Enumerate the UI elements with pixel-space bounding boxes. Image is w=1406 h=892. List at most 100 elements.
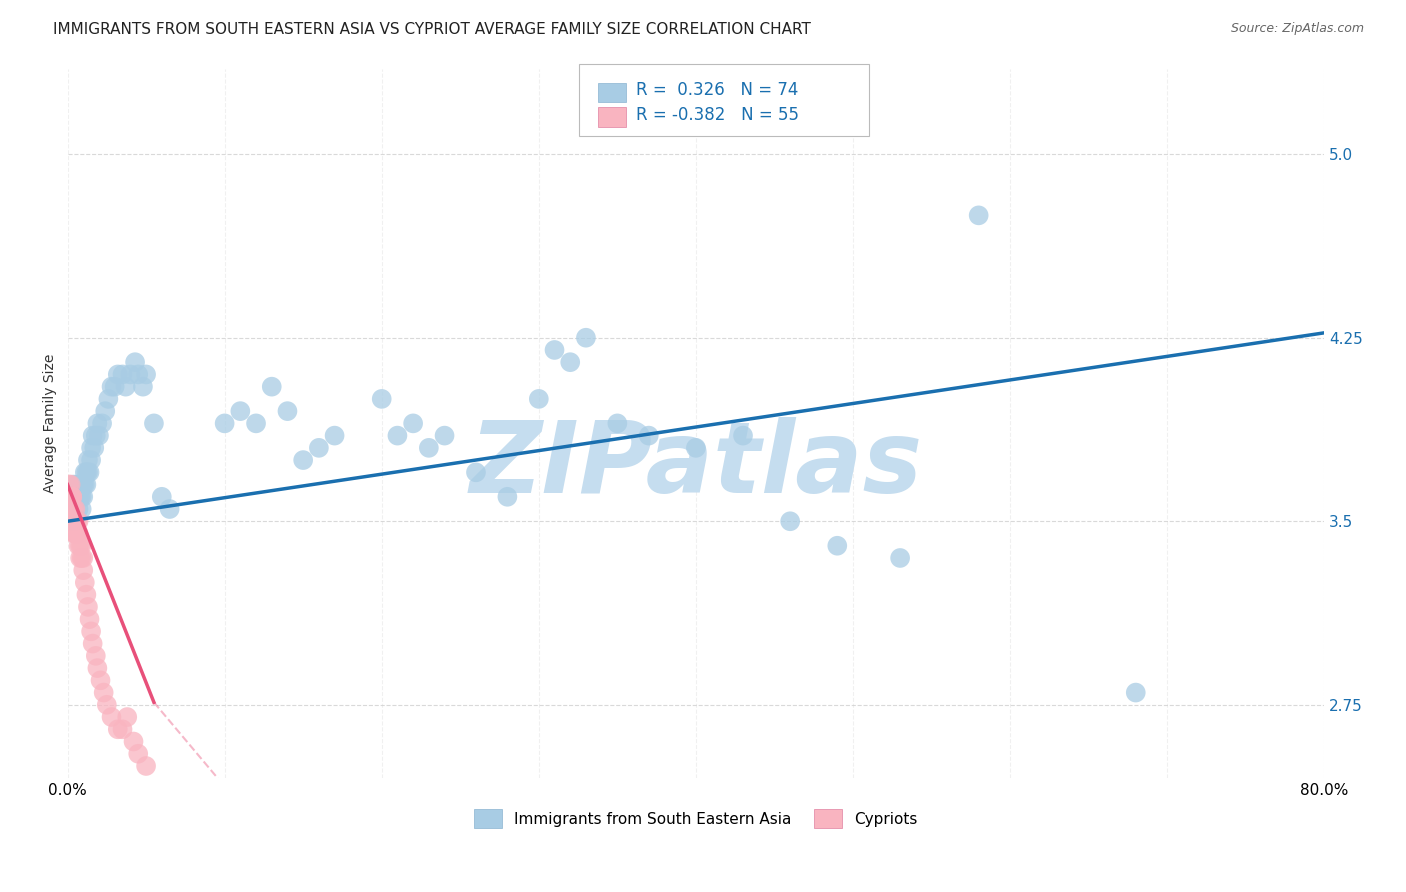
Point: [433, 428, 456, 442]
Point: [58, 477, 80, 491]
Text: R = -0.382   N = 55: R = -0.382 N = 55: [636, 106, 799, 124]
Point: [75, 477, 97, 491]
Point: [79, 466, 101, 480]
Point: [104, 379, 127, 393]
Point: [58, 502, 80, 516]
Point: [66, 526, 89, 541]
Point: [69, 551, 91, 566]
Point: [1125, 685, 1147, 699]
Point: [60, 502, 83, 516]
Point: [889, 551, 911, 566]
Point: [260, 379, 283, 393]
Point: [87, 428, 110, 442]
Point: [370, 392, 392, 406]
Point: [63, 526, 86, 541]
Point: [67, 514, 90, 528]
Point: [58, 490, 80, 504]
Point: [72, 551, 94, 566]
Legend: Immigrants from South Eastern Asia, Cypriots: Immigrants from South Eastern Asia, Cypr…: [468, 803, 924, 834]
Point: [75, 466, 97, 480]
Point: [83, 441, 105, 455]
Point: [69, 477, 91, 491]
Point: [111, 723, 134, 737]
Point: [67, 526, 90, 541]
Point: [86, 661, 108, 675]
Point: [132, 379, 155, 393]
Point: [63, 514, 86, 528]
Point: [779, 514, 801, 528]
Point: [527, 392, 550, 406]
Point: [77, 599, 100, 614]
Point: [72, 490, 94, 504]
Point: [59, 490, 82, 504]
Point: [111, 368, 134, 382]
Point: [86, 417, 108, 431]
Text: IMMIGRANTS FROM SOUTH EASTERN ASIA VS CYPRIOT AVERAGE FAMILY SIZE CORRELATION CH: IMMIGRANTS FROM SOUTH EASTERN ASIA VS CY…: [53, 22, 811, 37]
Point: [77, 453, 100, 467]
Point: [402, 417, 425, 431]
Point: [229, 404, 252, 418]
Point: [58, 490, 80, 504]
Point: [114, 379, 136, 393]
Text: ZIPatlas: ZIPatlas: [470, 417, 922, 515]
Point: [80, 441, 103, 455]
Point: [387, 428, 409, 442]
Point: [80, 453, 103, 467]
Point: [67, 490, 90, 504]
Point: [967, 208, 990, 222]
Point: [77, 466, 100, 480]
Point: [82, 428, 104, 442]
Point: [84, 648, 107, 663]
Point: [60, 514, 83, 528]
Point: [70, 490, 93, 504]
Point: [89, 673, 111, 688]
Point: [70, 551, 93, 566]
Point: [69, 490, 91, 504]
Point: [66, 526, 89, 541]
Point: [67, 502, 90, 516]
Point: [496, 490, 519, 504]
Point: [59, 514, 82, 528]
Point: [142, 417, 165, 431]
Point: [65, 490, 87, 504]
Point: [93, 685, 115, 699]
Point: [606, 417, 628, 431]
Point: [96, 698, 118, 712]
Point: [63, 514, 86, 528]
Point: [418, 441, 440, 455]
Point: [59, 490, 82, 504]
Point: [60, 502, 83, 516]
Point: [59, 502, 82, 516]
Point: [107, 723, 129, 737]
Point: [67, 539, 90, 553]
Point: [65, 526, 87, 541]
Point: [292, 453, 315, 467]
Point: [63, 502, 86, 516]
Point: [308, 441, 330, 455]
Point: [465, 466, 488, 480]
Point: [63, 477, 86, 491]
Point: [65, 526, 87, 541]
Point: [107, 368, 129, 382]
Point: [127, 368, 149, 382]
Point: [60, 490, 83, 504]
Point: [82, 637, 104, 651]
Point: [100, 379, 122, 393]
Point: [135, 759, 157, 773]
Point: [276, 404, 298, 418]
Point: [73, 477, 96, 491]
Y-axis label: Average Family Size: Average Family Size: [44, 354, 58, 493]
Point: [66, 477, 89, 491]
Point: [84, 428, 107, 442]
Point: [323, 428, 346, 442]
Point: [637, 428, 659, 442]
Point: [75, 588, 97, 602]
Point: [127, 747, 149, 761]
Point: [70, 502, 93, 516]
Point: [59, 477, 82, 491]
Point: [72, 477, 94, 491]
Point: [80, 624, 103, 639]
Point: [560, 355, 582, 369]
Point: [60, 490, 83, 504]
Point: [59, 502, 82, 516]
